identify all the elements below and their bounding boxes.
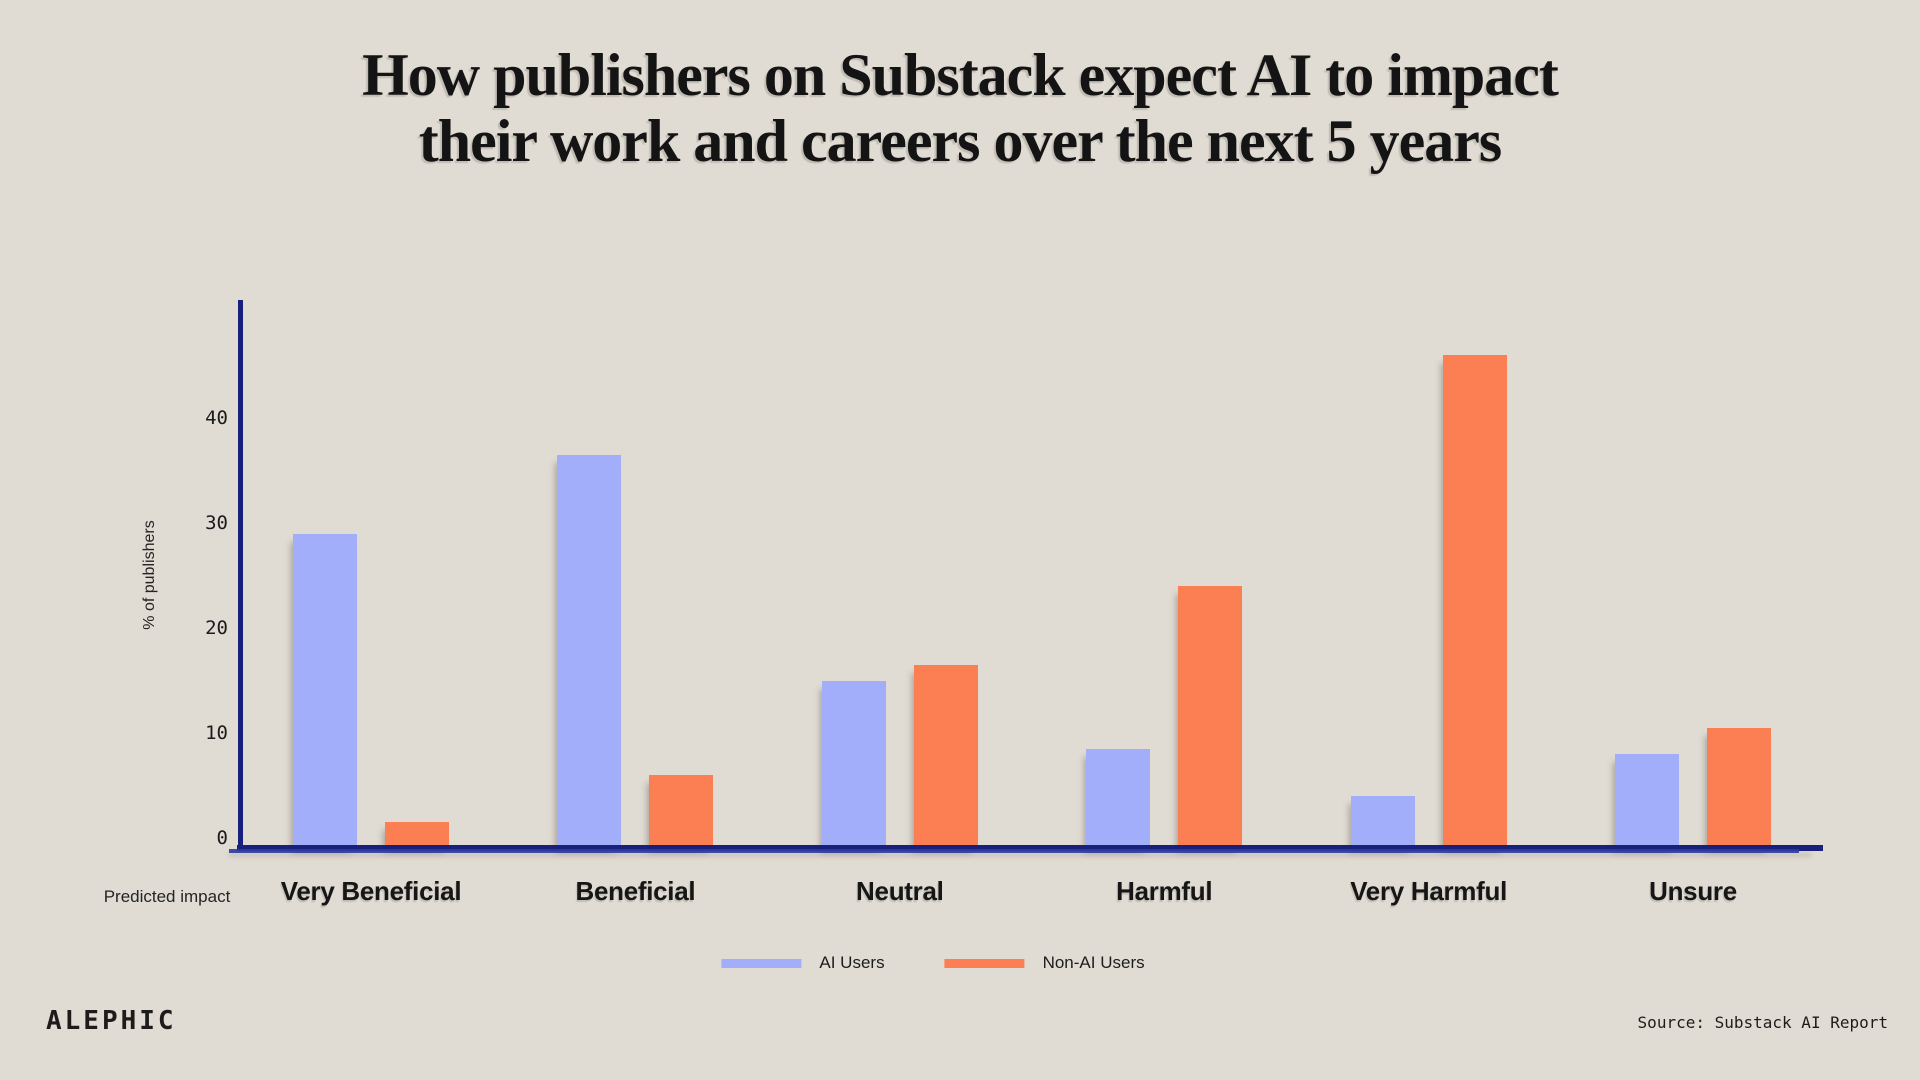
y-tick-label-30: 30 [205,512,228,534]
legend-swatch-ai-users [721,958,802,968]
bar-ai-users-unsure [1615,754,1679,848]
source-credit: Source: Substack AI Report [1637,1013,1888,1032]
legend-label-ai-users: AI Users [819,953,885,972]
y-axis-label: % of publishers [141,520,158,630]
legend-item-non-ai-users: Non-AI Users [944,953,1145,973]
y-axis-line [238,300,243,851]
y-tick-label-40: 40 [205,407,228,429]
x-axis-line [229,845,1823,853]
chart-title-line-2: their work and careers over the next 5 y… [418,108,1502,174]
bar-non-ai-users-harmful [1178,586,1243,848]
category-label-very-beneficial: Very Beneficial [280,876,462,906]
chart-title-line-1: How publishers on Substack expect AI to … [362,42,1559,108]
x-axis-caption: Predicted impact [103,887,231,906]
legend-label-non-ai-users: Non-AI Users [1042,953,1145,972]
chart-title: How publishers on Substack expect AI to … [0,42,1920,174]
bar-ai-users-beneficial [557,454,622,848]
legend: AI Users Non-AI Users [721,953,1145,973]
legend-item-ai-users: AI Users [721,953,885,973]
bar-ai-users-very-harmful [1350,796,1415,848]
brand-logo: ALEPHIC [46,1006,177,1036]
bar-non-ai-users-beneficial [649,775,714,848]
category-label-harmful: Harmful [1116,876,1213,906]
category-label-beneficial: Beneficial [575,876,696,906]
bar-non-ai-users-neutral [913,664,978,848]
y-tick-label-20: 20 [205,617,228,639]
bar-ai-users-neutral [821,680,886,848]
bar-non-ai-users-very-beneficial [385,822,449,848]
bar-non-ai-users-very-harmful [1442,355,1507,848]
bar-non-ai-users-unsure [1707,727,1771,848]
category-label-neutral: Neutral [856,876,944,906]
legend-swatch-non-ai-users [944,958,1025,968]
category-label-unsure: Unsure [1649,876,1737,906]
bar-ai-users-harmful [1086,748,1151,848]
y-tick-label-10: 10 [205,722,228,744]
y-tick-label-0: 0 [216,827,228,849]
bar-ai-users-very-beneficial [293,533,357,848]
category-label-very-harmful: Very Harmful [1350,876,1507,906]
